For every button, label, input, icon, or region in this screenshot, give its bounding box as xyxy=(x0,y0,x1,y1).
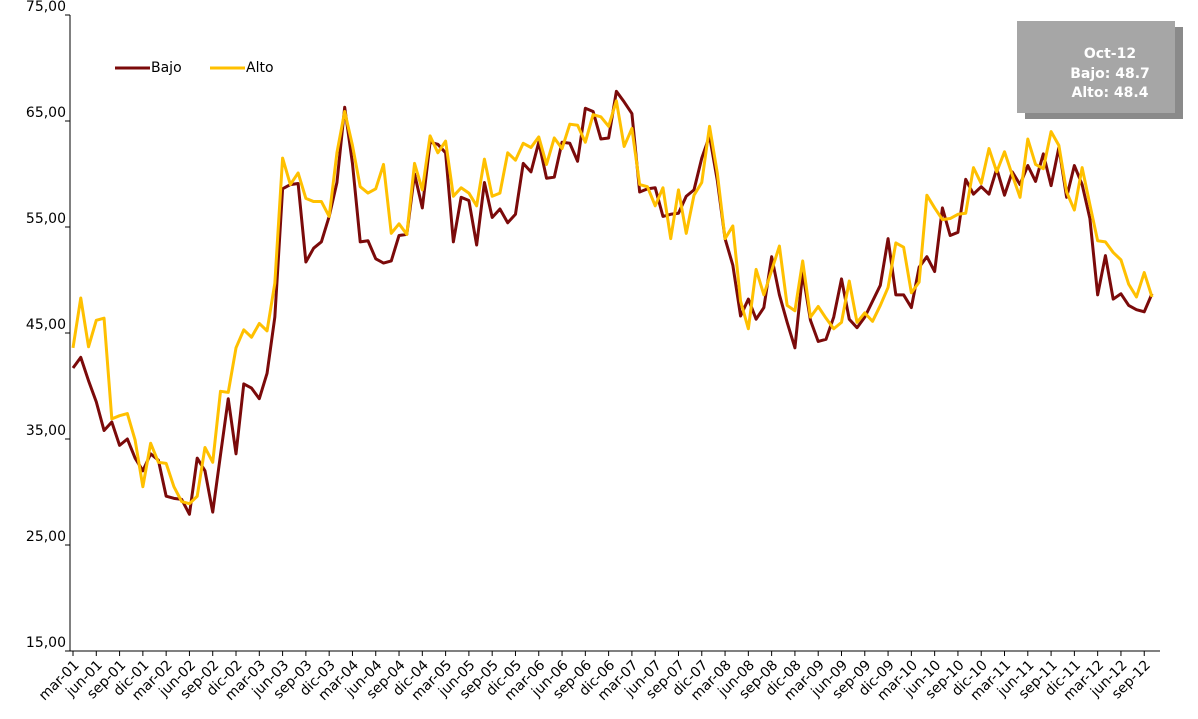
y-tick-label: 35,00 xyxy=(26,423,66,439)
y-tick-label: 15,00 xyxy=(26,635,66,651)
annotation-line: Alto: 48.4 xyxy=(1072,85,1149,101)
annotation-line: Bajo: 48.7 xyxy=(1070,66,1150,82)
y-tick-label: 25,00 xyxy=(26,529,66,545)
y-tick-label: 55,00 xyxy=(26,211,66,227)
y-tick-label: 65,00 xyxy=(26,105,66,121)
line-series xyxy=(71,99,1154,506)
annotation-title: Oct-12 xyxy=(1084,46,1136,62)
legend-label: Alto xyxy=(246,60,274,76)
legend-label: Bajo xyxy=(151,60,182,76)
y-tick-label: 45,00 xyxy=(26,317,66,333)
y-tick-label: 75,00 xyxy=(26,0,66,15)
annotation-box xyxy=(1017,21,1175,113)
